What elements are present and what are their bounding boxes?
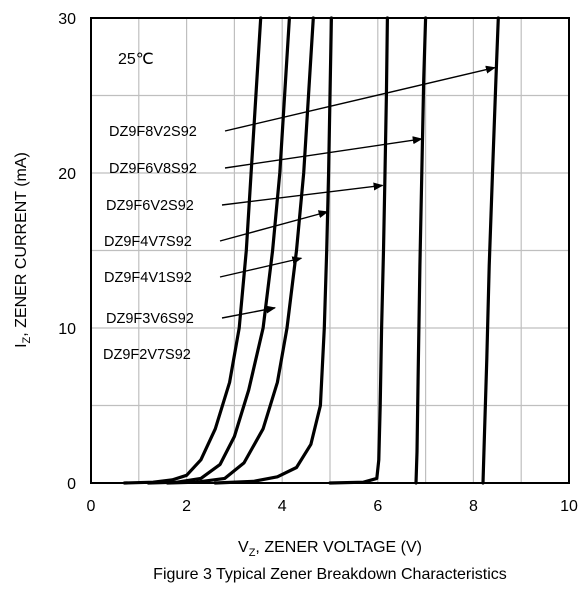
arrow-dz9f4v7s92 (219, 210, 329, 242)
series-line-dz9f4v7s92 (213, 16, 333, 485)
series-labels: DZ9F8V2S92 DZ9F6V8S92 DZ9F6V2S92 DZ9F4V7S92… (103, 124, 197, 363)
series-label-dz9f4v7s92: DZ9F4V7S92 (104, 234, 192, 250)
tick-labels: 0 2 4 6 8 10 0 10 20 30 (58, 11, 578, 515)
y-tick-label: 0 (67, 476, 76, 493)
x-axis-label-sub: Z (249, 547, 256, 559)
x-axis-label-rest: , ZENER VOLTAGE (V) (255, 539, 422, 556)
arrow-dz9f6v8s92 (224, 136, 423, 169)
arrow-dz9f8v2s92 (224, 65, 496, 132)
y-tick-label: 20 (58, 166, 76, 183)
y-axis-label: IZ, ZENER CURRENT (mA) (13, 152, 33, 348)
x-axis-label: VZ, ZENER VOLTAGE (V) (238, 539, 422, 559)
arrow-dz9f4v1s92 (219, 256, 303, 278)
temperature-label: 25℃ (118, 51, 154, 68)
plot-frame (90, 17, 570, 484)
series-label-dz9f3v6s92: DZ9F3V6S92 (106, 311, 194, 327)
series-label-dz9f4v1s92: DZ9F4V1S92 (104, 270, 192, 286)
x-tick-label: 4 (278, 498, 287, 515)
annotation-arrows (219, 65, 496, 319)
x-tick-label: 8 (469, 498, 478, 515)
figure-caption: Figure 3 Typical Zener Breakdown Charact… (153, 566, 507, 583)
series-line-dz9f8v2s92 (481, 16, 500, 485)
y-axis-label-sub: Z (21, 336, 33, 343)
x-tick-label: 6 (373, 498, 382, 515)
series-line-dz9f6v8s92 (414, 16, 428, 485)
arrow-dz9f3v6s92 (221, 305, 277, 319)
x-tick-label: 2 (182, 498, 191, 515)
y-tick-label: 30 (58, 11, 76, 28)
series-line-dz9f3v6s92 (146, 16, 291, 485)
series-label-dz9f6v8s92: DZ9F6V8S92 (109, 161, 197, 177)
y-tick-label: 10 (58, 321, 76, 338)
series-line-dz9f6v2s92 (328, 16, 389, 485)
series-line-dz9f2v7s92 (122, 16, 263, 485)
series-label-dz9f2v7s92: DZ9F2V7S92 (103, 347, 191, 363)
arrow-dz9f6v2s92 (221, 182, 384, 206)
series-line-dz9f4v1s92 (165, 16, 315, 485)
x-axis-label-main: V (238, 539, 249, 556)
series-label-dz9f8v2s92: DZ9F8V2S92 (109, 124, 197, 140)
y-axis-label-rest: , ZENER CURRENT (mA) (13, 152, 30, 337)
x-tick-label: 10 (560, 498, 578, 515)
x-tick-label: 0 (87, 498, 96, 515)
series-curves (122, 16, 500, 485)
y-axis-label-main: I (13, 343, 30, 347)
series-label-dz9f6v2s92: DZ9F6V2S92 (106, 198, 194, 214)
